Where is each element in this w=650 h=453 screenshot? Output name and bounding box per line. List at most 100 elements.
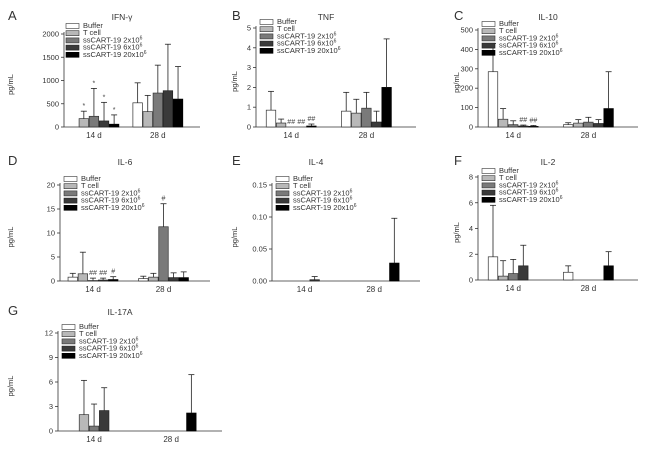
panel-title: IL-4 [309,157,324,167]
y-tick-label: 0 [469,276,473,285]
bar [361,107,372,128]
y-tick-label: 300 [460,64,473,73]
significance-mark: ## [287,119,295,126]
y-tick-label: 400 [460,45,473,54]
y-tick-label: 500 [46,99,59,108]
y-axis-title: pg/mL [452,72,461,93]
legend-swatch [275,190,290,197]
bar [162,90,174,128]
legend-label: ssCART-19 2x106 [499,180,559,189]
legend-swatch [481,28,496,35]
legend-label: T cell [293,181,311,190]
bar [77,273,89,282]
legend-swatch [275,205,290,211]
legend-label: ssCART-19 6x106 [83,43,143,52]
x-category-label: 14 d [86,131,102,140]
x-category-label: 14 d [505,284,521,293]
significance-mark: ## [519,117,527,124]
bar [178,277,189,282]
bar [168,277,179,282]
bar [573,122,584,128]
legend-swatch [259,26,274,33]
bar [389,262,400,282]
y-axis-title: pg/mL [6,74,15,95]
x-category-label: 14 d [283,131,299,140]
bar [99,410,110,432]
x-category-label: 28 d [359,131,375,140]
legend-swatch [63,197,78,204]
bar [563,124,574,128]
y-tick-label: 3 [247,63,251,72]
x-category-label: 28 d [156,285,172,294]
legend-swatch [259,33,274,40]
bar [508,124,519,128]
y-tick-label: 0 [49,427,53,436]
legend-label: ssCART-19 20x106 [277,46,341,55]
legend-label: ssCART-19 2x106 [293,188,353,197]
legend-swatch [481,35,496,42]
bar [603,108,614,128]
y-tick-label: 200 [460,84,473,93]
bar [487,71,499,128]
legend-swatch [65,30,80,37]
legend-label: ssCART-19 20x106 [293,203,357,212]
bar [487,256,499,281]
y-axis-title: pg/mL [6,376,15,397]
legend-label: ssCART-19 20x106 [79,351,143,360]
legend-swatch [61,345,76,352]
x-category-label: 28 d [366,285,382,294]
bar [148,276,159,282]
y-tick-label: 1000 [42,76,59,85]
legend-label: T cell [499,173,517,182]
bar [603,265,614,281]
y-tick-label: 5 [51,253,55,262]
significance-mark: ## [99,270,107,277]
panel-title: IFN-γ [112,12,134,22]
legend-swatch [61,352,76,359]
legend-swatch [65,23,80,29]
legend-swatch [275,197,290,204]
legend-swatch [65,51,80,58]
y-tick-label: 12 [45,329,53,338]
legend-swatch [61,324,76,330]
panel-letter: F [454,153,462,168]
legend-label: ssCART-19 2x106 [499,33,559,42]
significance-mark: * [103,94,106,101]
bar [309,279,320,282]
y-tick-label: 0 [247,123,251,132]
legend-swatch [65,44,80,51]
bar [498,118,509,128]
significance-mark: ## [89,270,97,277]
panel-title: TNF [318,12,335,22]
panel-title: IL-17A [107,307,132,317]
bar [265,109,277,128]
y-tick-label: 0 [51,277,55,286]
significance-mark: # [111,269,115,276]
y-tick-label: 0.05 [252,245,267,254]
legend-swatch [63,183,78,189]
y-tick-label: 10 [47,229,55,238]
legend-label: Buffer [83,21,103,30]
bar [78,414,90,432]
significance-mark: ## [297,119,305,126]
panel-title: IL-10 [538,12,558,22]
bar [351,112,362,128]
legend-label: ssCART-19 20x106 [81,203,145,212]
legend-label: ssCART-19 6x106 [499,188,559,197]
legend-label: T cell [81,181,99,190]
legend-swatch [275,176,290,182]
y-tick-label: 0.10 [252,213,267,222]
legend-label: ssCART-19 2x106 [277,31,337,40]
panel-letter: D [8,153,17,168]
bar [109,123,120,128]
panel-e: E IL-4 0.00 0.05 0.10 0.15 pg/mL 14 d 28 d Buffer… [230,153,420,294]
legend-swatch [63,205,78,211]
legend-swatch [259,47,274,54]
panel-a: A IFN-γ 0 500 1000 1500 2000 pg/mL 14 d 28 d * * * * B… [6,8,200,140]
bar [158,226,169,282]
bar [518,265,529,281]
legend-swatch [481,189,496,196]
